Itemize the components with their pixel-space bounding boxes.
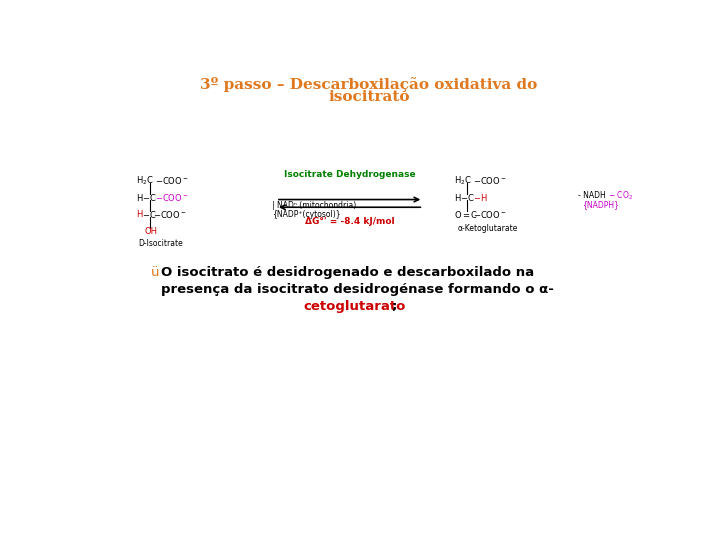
Text: H: H bbox=[137, 210, 143, 219]
Text: presença da isocitrato desidrogénase formando o α-: presença da isocitrato desidrogénase for… bbox=[161, 283, 554, 296]
Text: D-Isocitrate: D-Isocitrate bbox=[138, 239, 183, 248]
Text: ü: ü bbox=[150, 266, 159, 279]
Text: H$-$C: H$-$C bbox=[137, 192, 157, 202]
Text: $-$COO$^-$: $-$COO$^-$ bbox=[155, 175, 189, 186]
Text: O isocitrato é desidrogenado e descarboxilado na: O isocitrato é desidrogenado e descarbox… bbox=[161, 266, 534, 279]
Text: $-$COO$^-$: $-$COO$^-$ bbox=[473, 208, 506, 220]
Text: Isocitrate Dehydrogenase: Isocitrate Dehydrogenase bbox=[284, 170, 415, 179]
Text: OH: OH bbox=[144, 227, 157, 235]
Text: {NADPH}: {NADPH} bbox=[582, 200, 619, 208]
Text: - NADH: - NADH bbox=[578, 191, 606, 200]
Text: 3º passo – Descarboxilação oxidativa do: 3º passo – Descarboxilação oxidativa do bbox=[200, 77, 538, 92]
Text: O$=$C: O$=$C bbox=[454, 208, 479, 220]
Text: cetoglutarato: cetoglutarato bbox=[303, 300, 405, 313]
Text: H$-$C: H$-$C bbox=[454, 192, 475, 202]
Text: $-$COO$^-$: $-$COO$^-$ bbox=[155, 192, 189, 202]
Text: $-$COO$^-$: $-$COO$^-$ bbox=[473, 175, 506, 186]
Text: α-Ketoglutarate: α-Ketoglutarate bbox=[458, 224, 518, 233]
Text: | NADⁿ (mitochondria): | NADⁿ (mitochondria) bbox=[272, 201, 356, 210]
Text: ;: ; bbox=[392, 300, 397, 313]
Text: $-$H: $-$H bbox=[473, 192, 487, 202]
Text: isocitrato: isocitrato bbox=[328, 90, 410, 104]
Text: $-$ CO$_2$: $-$ CO$_2$ bbox=[608, 190, 633, 202]
Text: $-$C: $-$C bbox=[142, 208, 156, 220]
Text: ΔG°' = -8.4 kJ/mol: ΔG°' = -8.4 kJ/mol bbox=[305, 217, 395, 226]
Text: $-$COO$^-$: $-$COO$^-$ bbox=[153, 208, 186, 220]
Text: {NADP⁺(cytosol)}: {NADP⁺(cytosol)} bbox=[272, 210, 341, 219]
Text: H$_2$C: H$_2$C bbox=[137, 174, 154, 186]
Text: H$_2$C: H$_2$C bbox=[454, 174, 472, 186]
